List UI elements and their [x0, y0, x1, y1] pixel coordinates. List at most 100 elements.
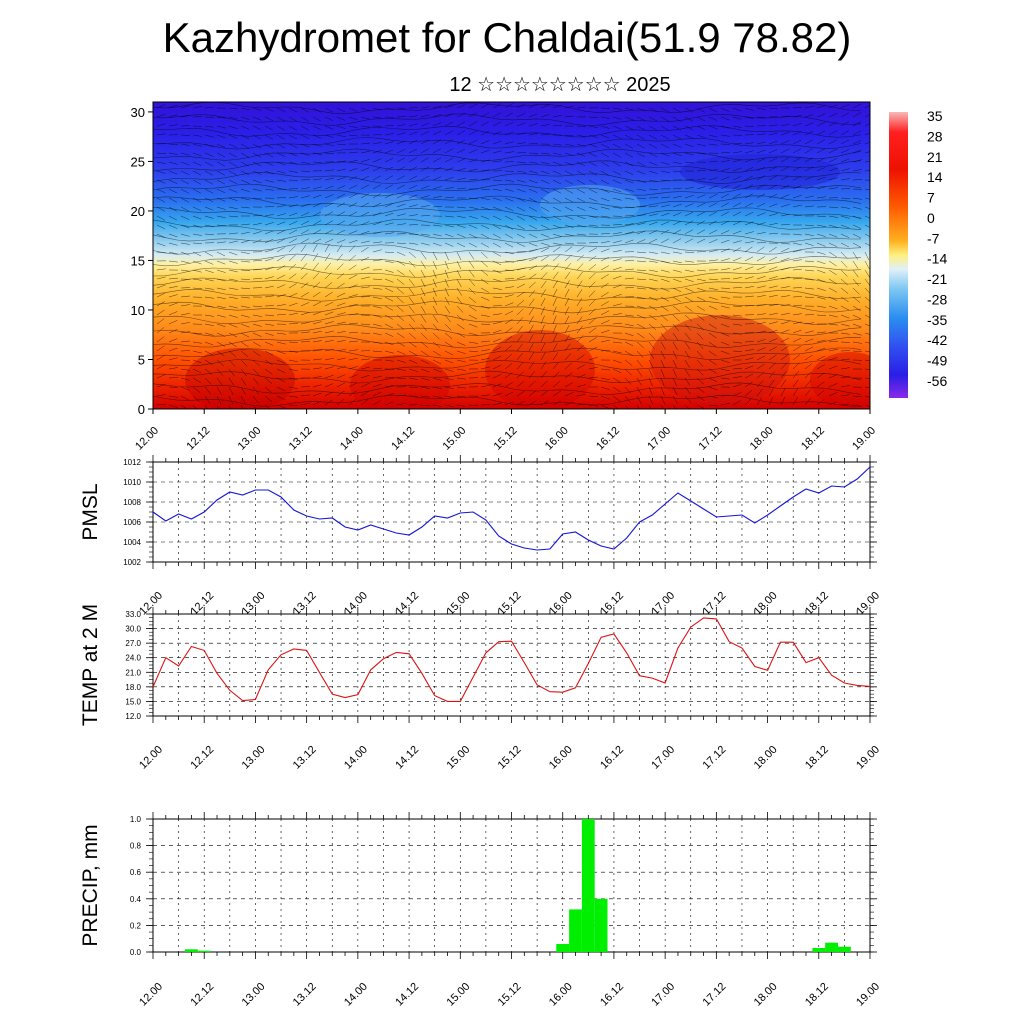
wind-barb [324, 391, 334, 397]
wind-barb [696, 296, 706, 302]
wind-barb [264, 125, 274, 131]
wind-barb [864, 323, 870, 327]
y-tick-label: 0.0 [130, 948, 142, 957]
wind-barb [288, 368, 298, 372]
wind-barb [600, 291, 609, 298]
x-tick-label: 14.00 [342, 981, 370, 1009]
wind-barb [720, 202, 730, 208]
wind-barb [504, 286, 514, 289]
contour-line [153, 300, 862, 314]
wind-barb [564, 105, 574, 109]
wind-barb [696, 229, 706, 235]
wind-barb [312, 262, 319, 271]
colorbar-label: -42 [927, 332, 947, 348]
wind-barb [528, 233, 538, 239]
wind-barb [468, 278, 475, 287]
wind-barb [252, 231, 262, 235]
wind-barb [432, 278, 437, 288]
wind-barb [420, 377, 430, 381]
wind-barb [168, 260, 178, 263]
wind-barb [684, 359, 690, 368]
wind-barb [504, 103, 514, 109]
wind-barb [576, 254, 584, 262]
wind-barb [732, 107, 742, 112]
wind-barb [276, 274, 286, 280]
wind-barb [300, 282, 309, 289]
wind-barb [864, 132, 870, 136]
wind-barb [816, 296, 826, 300]
wind-barb [780, 354, 789, 361]
wind-barb [312, 244, 318, 253]
wind-barb [840, 323, 850, 327]
wind-barb [432, 157, 442, 163]
y-tick-label: 5 [138, 352, 145, 367]
wind-barb [708, 134, 718, 138]
wind-barb [852, 140, 862, 145]
wind-barb [552, 143, 562, 146]
wind-barb [264, 359, 273, 366]
wind-barb [180, 313, 190, 316]
wind-barb [624, 107, 634, 111]
wind-barb [768, 388, 774, 397]
wind-barb [276, 238, 286, 244]
wind-barb [756, 212, 766, 217]
wind-barb [264, 395, 273, 402]
wind-barb [864, 269, 870, 278]
wind-barb [720, 323, 730, 328]
wind-barb [600, 125, 610, 129]
wind-barb [276, 125, 286, 131]
wind-barb [444, 359, 454, 364]
wind-barb [552, 215, 562, 221]
wind-barb [324, 211, 334, 217]
wind-barb [192, 269, 202, 273]
wind-barb [540, 361, 547, 370]
wind-barb [408, 260, 416, 268]
wind-barb [708, 202, 718, 208]
wind-barb [792, 362, 800, 370]
wind-barb [360, 230, 370, 235]
wind-barb [432, 332, 440, 340]
wind-barb [792, 397, 798, 406]
wind-barb [420, 287, 426, 297]
wind-barb [336, 229, 346, 235]
precip-bar [569, 909, 582, 952]
wind-barb [300, 263, 308, 271]
wind-barb [216, 161, 226, 167]
wind-barb [840, 206, 850, 209]
wind-barb [504, 170, 515, 172]
wind-barb [468, 130, 478, 136]
wind-barb [864, 160, 870, 163]
wind-barb [540, 400, 549, 406]
wind-barb [588, 188, 598, 194]
wind-barb [276, 221, 286, 226]
wind-barb [420, 350, 429, 357]
wind-barb [528, 265, 538, 271]
wind-barb [708, 107, 718, 113]
wind-barb [324, 107, 334, 113]
wind-barb [864, 386, 870, 389]
wind-barb [336, 263, 344, 271]
wind-barb [300, 311, 310, 316]
wind-barb [528, 170, 538, 174]
plot-frame [152, 613, 871, 717]
wind-barb [696, 305, 705, 311]
wind-barb [348, 230, 358, 235]
wind-barb [300, 203, 310, 208]
wind-barb [288, 245, 296, 253]
wind-barb [588, 395, 599, 397]
wind-barb [480, 112, 490, 118]
wind-barb [252, 268, 263, 271]
wind-barb [540, 197, 550, 203]
wind-barb [348, 313, 358, 316]
wind-barb [252, 368, 260, 376]
wind-barb [216, 152, 226, 158]
wind-barb [780, 247, 790, 253]
wind-barb [336, 253, 343, 262]
wind-barb [396, 359, 406, 363]
wind-barb [600, 179, 610, 185]
wind-barb [408, 278, 415, 287]
wind-barb [240, 152, 250, 158]
wind-barb [660, 179, 671, 182]
wind-barb [576, 289, 583, 298]
wind-barb [624, 170, 634, 175]
